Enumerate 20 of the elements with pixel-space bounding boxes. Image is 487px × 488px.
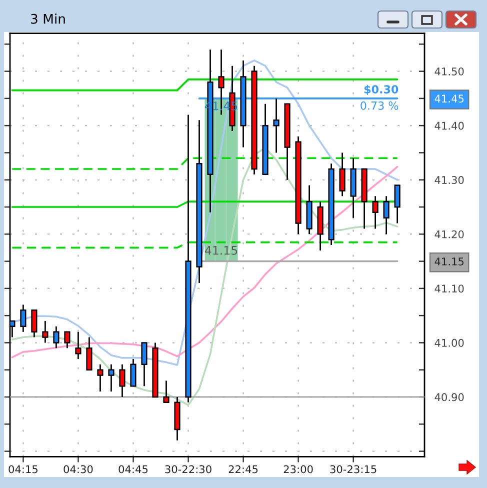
y-tick-label: 41.40 (434, 122, 464, 130)
y-tick-label: 41.00 (434, 338, 464, 347)
chart-title: 3 Min (31, 14, 65, 24)
y-tick-label: 41.15 (434, 258, 464, 266)
x-tick-label: 04:30 (64, 465, 93, 474)
annotation: 41.15 (204, 246, 238, 255)
x-tick-label: 04:15 (8, 465, 38, 474)
x-tick-label: 30-23:15 (330, 465, 376, 474)
y-tick-label: 41.30 (434, 176, 464, 184)
x-tick-label: 22:45 (228, 465, 258, 474)
y-tick-label: 41.20 (434, 230, 464, 238)
x-tick-label: 23:00 (284, 465, 313, 474)
annotation: 0.73 % (360, 101, 398, 110)
x-tick-label: 04:45 (118, 465, 148, 474)
annotation: $0.30 (364, 84, 398, 95)
y-tick-label: 40.90 (434, 393, 464, 402)
y-tick-label: 41.50 (434, 67, 464, 76)
y-tick-label: 41.10 (434, 284, 464, 293)
y-tick-label: 41.45 (434, 94, 464, 103)
x-tick-label: 30-22:30 (165, 465, 212, 474)
